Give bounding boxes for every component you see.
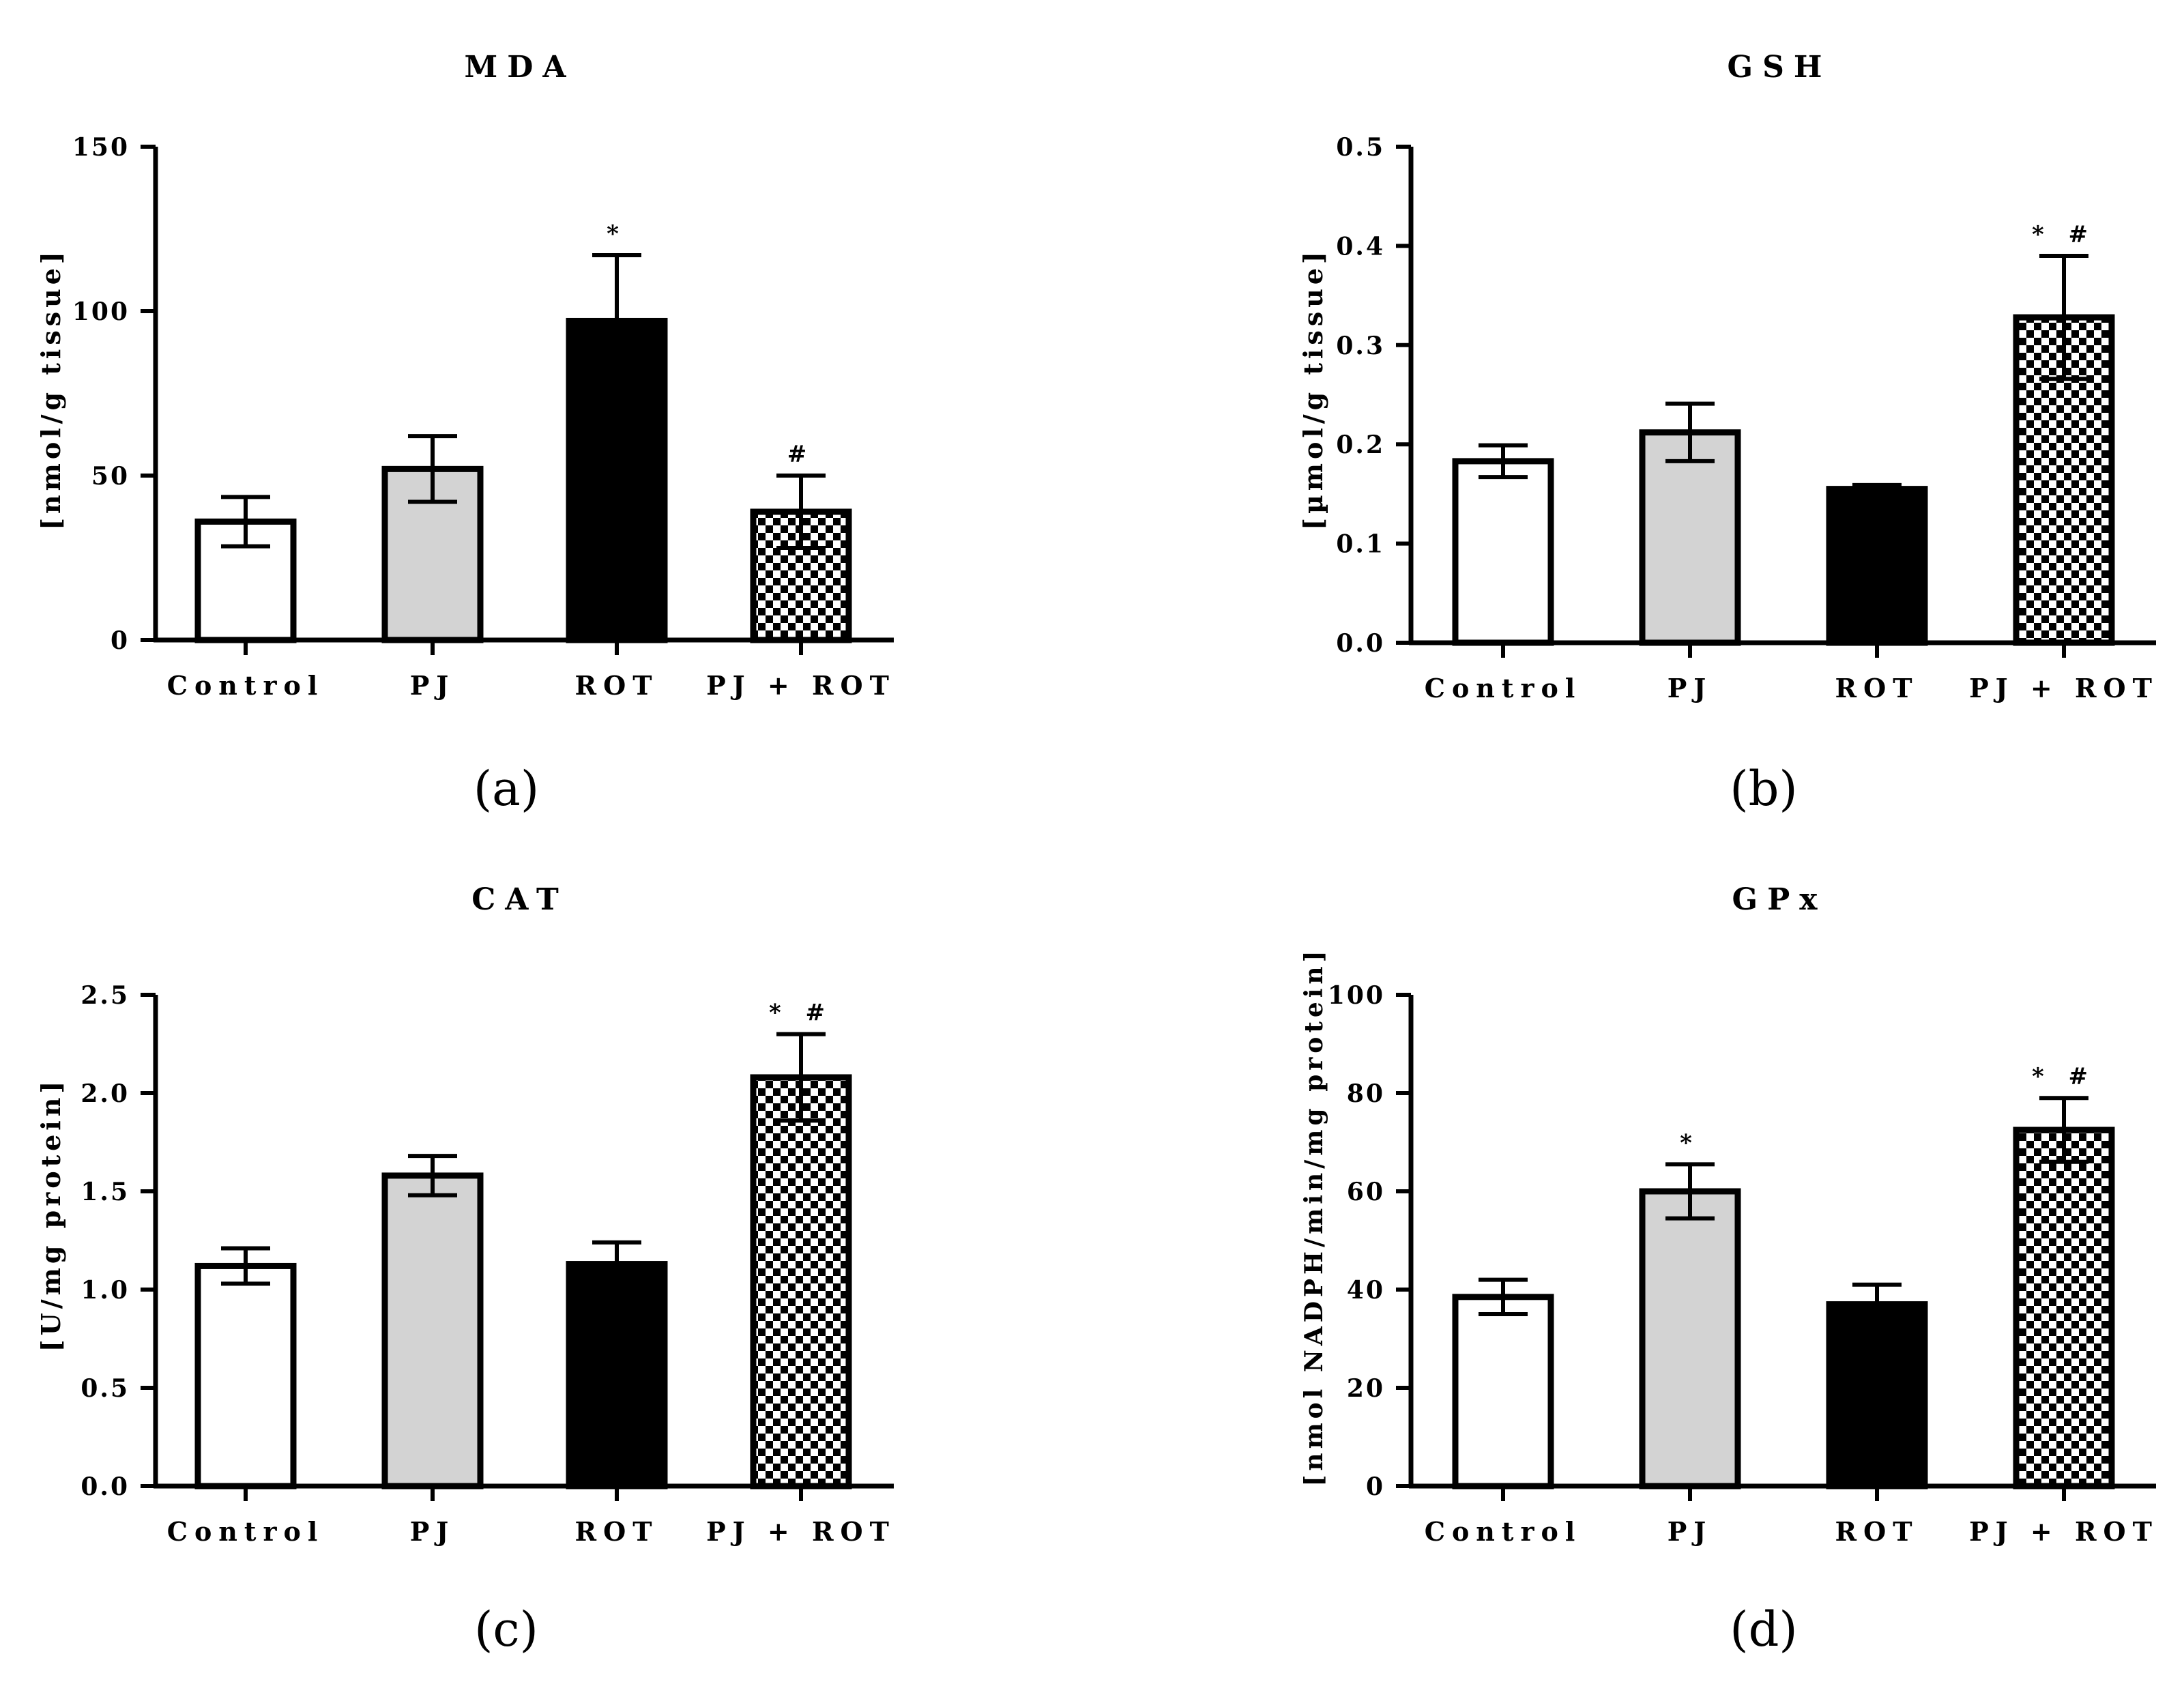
x-tick-label: ROT [575,1516,659,1547]
bar [1639,1188,1741,1489]
y-tick-label: 100 [72,297,130,326]
significance-marker: * # [2032,1063,2096,1090]
y-tick-label: 0.5 [1336,133,1385,162]
significance-marker: * [1680,1129,1700,1157]
bar [194,1262,297,1489]
x-tick-label: PJ [410,670,456,701]
plot-area: 0 20 40 60 80 100 Control PJ * ROT PJ + ROT * # [1328,981,2159,1547]
y-tick-label: 2.5 [81,981,130,1010]
y-tick-label: 0.5 [81,1374,130,1403]
y-tick-label: 0 [111,626,130,655]
y-axis-label: [nmol NADPH/min/mg protein] [1300,946,1328,1486]
panel-label: (b) [1730,761,1797,817]
x-tick-label: ROT [1835,1516,1919,1547]
x-tick-label: PJ + ROT [706,670,896,701]
y-axis-label: [U/mg protein] [35,1077,66,1352]
x-tick-label: ROT [575,670,659,701]
x-tick-label: PJ [410,1516,456,1547]
panel-label: (a) [474,761,539,817]
x-tick-label: Control [1425,1516,1582,1547]
y-tick-label: 0.3 [1336,332,1385,360]
y-tick-label: 1.5 [81,1178,130,1206]
y-tick-label: 0.1 [1336,530,1385,559]
y-tick-label: 50 [91,462,130,491]
panel-label: (c) [474,1601,538,1657]
x-tick-label: PJ [1668,673,1713,703]
panel-d-gpx-chart: GPx [nmol NADPH/min/mg protein] 0 20 40 60 8… [1300,882,2159,1657]
y-tick-label: 150 [72,133,130,162]
bar [566,1261,668,1489]
bar [381,1172,484,1489]
panel-a-mda-chart: MDA [nmol/g tissue] 0 50 100 150 Control PJ RO… [35,50,896,817]
bar [1826,1301,1928,1489]
plot-area: 0 50 100 150 Control PJ ROT * PJ + ROT # [72,133,896,701]
y-tick-label: 20 [1347,1374,1385,1403]
x-tick-label: PJ + ROT [1969,1516,2159,1547]
panel-c-cat-chart: CAT [U/mg protein] 0.0 0.5 1.0 1.5 2.0 2.5 Con… [35,882,896,1657]
y-tick-label: 0 [1366,1472,1385,1501]
chart-title: GPx [1732,882,1827,917]
panel-b-gsh-chart: GSH [µmol/g tissue] 0.0 0.1 0.2 0.3 0.4 0.5 Co… [1298,50,2159,817]
y-tick-label: 0.4 [1336,232,1385,261]
significance-marker: * [607,220,627,248]
bar [2013,1127,2115,1489]
significance-marker: * # [2032,221,2096,248]
y-tick-label: 1.0 [81,1276,130,1305]
bar [1639,429,1741,646]
y-tick-label: 0.0 [1336,629,1385,658]
y-tick-label: 0.2 [1336,431,1385,459]
y-tick-label: 2.0 [81,1079,130,1108]
x-tick-label: Control [167,670,325,701]
bar [1826,486,1928,646]
x-tick-label: PJ [1668,1516,1713,1547]
y-tick-label: 100 [1328,981,1385,1010]
significance-marker: # [787,441,815,468]
x-tick-label: Control [167,1516,325,1547]
x-tick-label: Control [1425,673,1582,703]
chart-title: GSH [1728,50,1832,85]
y-axis-label: [nmol/g tissue] [35,248,66,530]
significance-marker: * # [769,1000,833,1027]
x-tick-label: ROT [1835,673,1919,703]
y-tick-label: 40 [1347,1276,1385,1305]
x-tick-label: PJ + ROT [1969,673,2159,703]
panel-label: (d) [1730,1601,1797,1657]
x-tick-label: PJ + ROT [706,1516,896,1547]
plot-area: 0.0 0.1 0.2 0.3 0.4 0.5 Control PJ ROT PJ + ROT * … [1336,133,2159,703]
chart-title: CAT [471,882,568,917]
y-tick-label: 80 [1347,1079,1385,1108]
bar [1452,458,1554,646]
bar [1452,1294,1554,1489]
plot-area: 0.0 0.5 1.0 1.5 2.0 2.5 Control PJ ROT PJ + ROT * … [81,981,896,1547]
y-tick-label: 0.0 [81,1472,130,1501]
y-tick-label: 60 [1347,1178,1385,1206]
chart-title: MDA [465,50,576,85]
bar [750,1074,852,1489]
y-axis-label: [µmol/g tissue] [1298,248,1328,530]
